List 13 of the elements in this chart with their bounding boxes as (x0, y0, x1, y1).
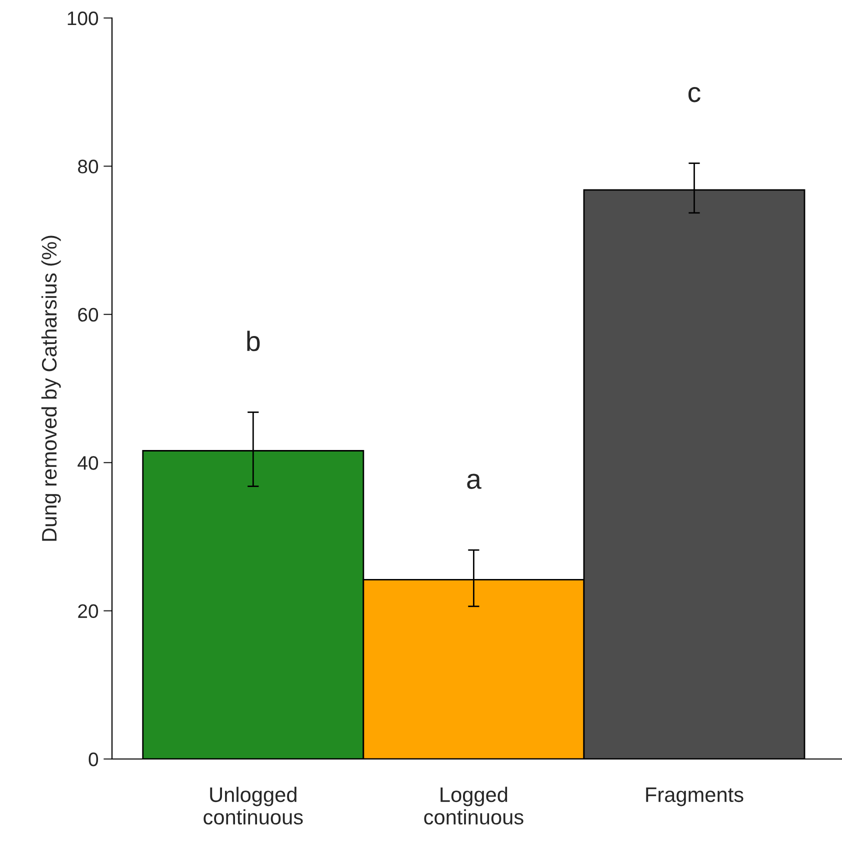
annotation: a (467, 474, 482, 489)
x-tick-label: Fragments (646, 788, 744, 806)
y-tick-label: 80 (78, 160, 98, 174)
y-tick-label: 40 (78, 456, 98, 470)
y-tick-label: 100 (68, 11, 98, 26)
y-axis-title: Dung removed by Catharsius (%) (41, 236, 61, 541)
annotation: c (688, 86, 700, 102)
x-tick-label: Logged continuous (424, 786, 524, 825)
x-tick-label: Unlogged continuous (204, 786, 303, 825)
y-tick-label: 20 (78, 604, 98, 618)
y-tick-label: 0 (88, 752, 98, 766)
annotation: b (247, 330, 260, 352)
y-tick-label: 60 (78, 308, 98, 322)
